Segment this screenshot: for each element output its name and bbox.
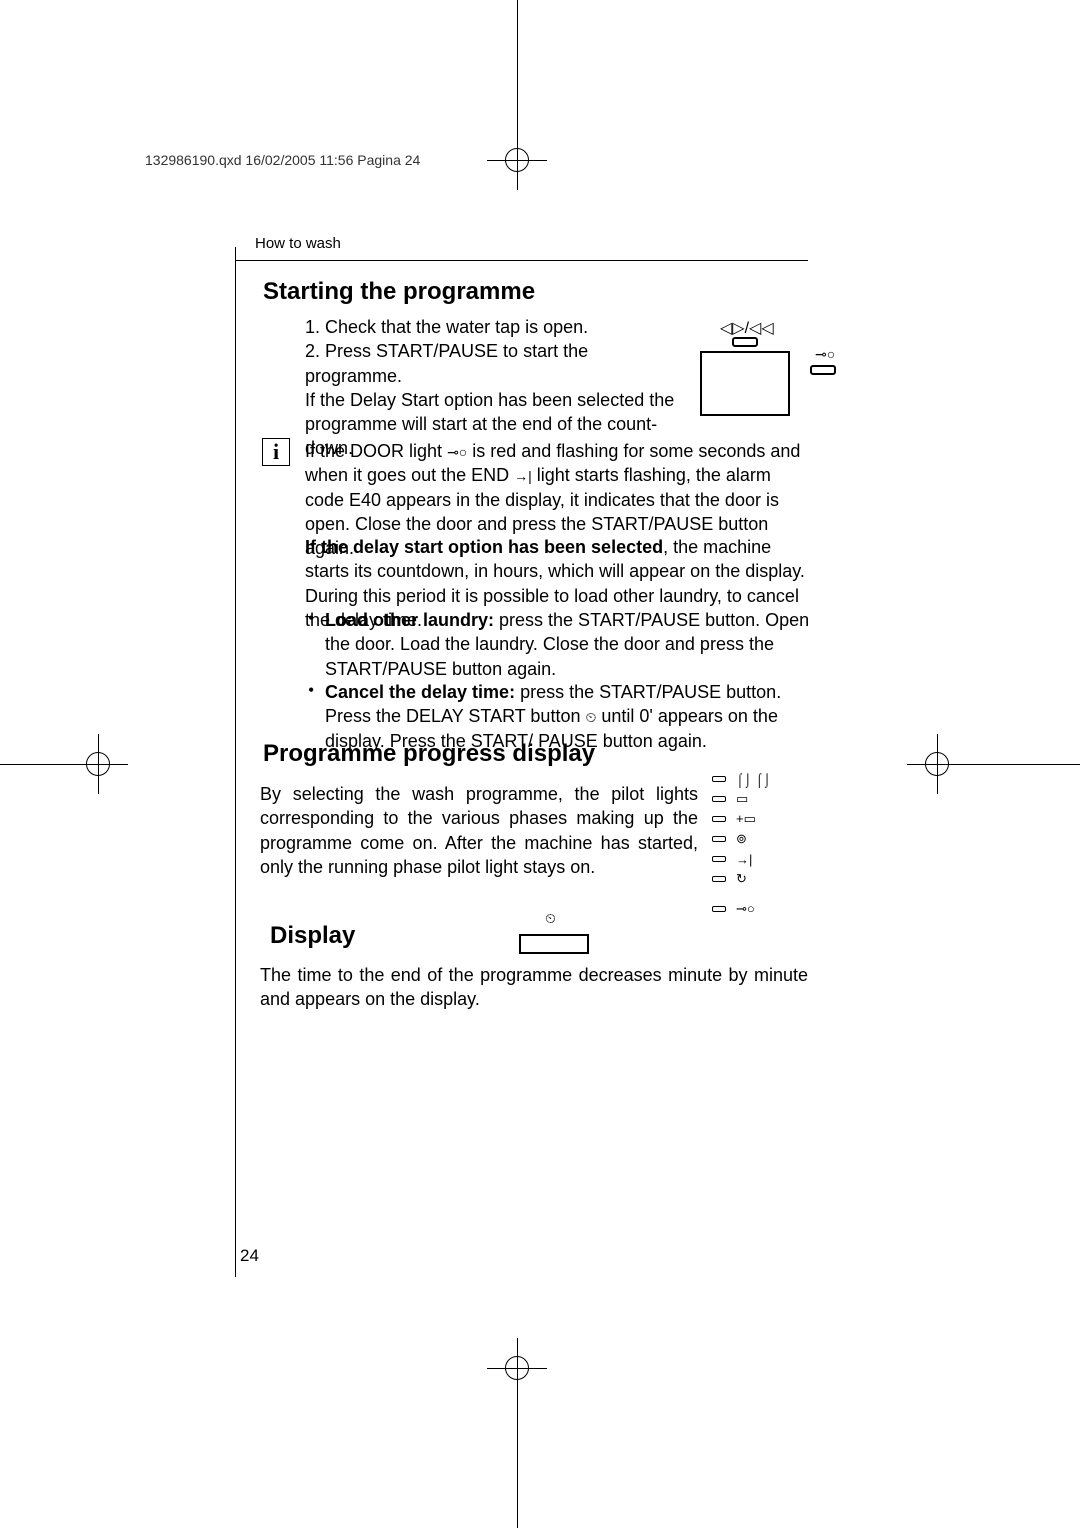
door-symbol: ⊸○ [815, 347, 835, 364]
bullet-marker: • [308, 680, 314, 701]
progress-light-row: +▭ [712, 810, 807, 828]
figure-display-panel: ⏲ [519, 910, 609, 955]
end-icon: →| [514, 467, 532, 486]
crop-mark [517, 1378, 518, 1528]
heading-progress: Programme progress display [263, 740, 595, 768]
doc-header-info: 132986190.qxd 16/02/2005 11:56 Pagina 24 [145, 152, 420, 168]
bullet-load-laundry: Load other laundry: press the START/PAUS… [325, 608, 810, 681]
door-icon: ⊸○ [447, 443, 467, 462]
progress-light-row: ⌠⌡ ⌠⌡ [712, 770, 807, 788]
step-1: 1. Check that the water tap is open. [305, 317, 588, 337]
start-pause-symbol: ◁▷/◁◁ [720, 318, 774, 338]
content-border [235, 247, 236, 1277]
content-border [235, 260, 808, 261]
door-button-graphic [810, 365, 836, 375]
bullet-marker: • [308, 608, 314, 629]
display-rect [519, 934, 589, 954]
registration-mark [68, 734, 128, 794]
progress-light-row: ⊸○ [712, 900, 807, 918]
crop-mark [517, 0, 518, 150]
progress-light-row: ↻ [712, 870, 807, 888]
registration-mark [487, 1338, 547, 1398]
step-2: 2. Press START/PAUSE to start the progra… [305, 341, 588, 385]
figure-progress-lights: ⌠⌡ ⌠⌡ ▭ +▭ ⊚ →| ↻ ⊸○ [712, 770, 807, 915]
clock-symbol: ⏲ [545, 912, 556, 928]
display-panel-graphic [700, 351, 790, 416]
para-progress: By selecting the wash programme, the pil… [260, 782, 698, 879]
page-number: 24 [240, 1246, 259, 1266]
info-icon: i [262, 438, 290, 466]
progress-light-row: →| [712, 850, 807, 868]
heading-display: Display [270, 922, 355, 950]
clock-icon: ⏲ [585, 708, 596, 727]
progress-light-row: ⊚ [712, 830, 807, 848]
registration-mark [907, 734, 967, 794]
figure-start-pause-panel: ◁▷/◁◁ ⊸○ [700, 313, 850, 423]
para-display: The time to the end of the programme dec… [260, 963, 808, 1012]
section-label: How to wash [255, 235, 341, 252]
progress-light-row: ▭ [712, 790, 807, 808]
start-pause-button-graphic [732, 337, 758, 347]
registration-mark [487, 130, 547, 190]
heading-starting: Starting the programme [263, 278, 535, 306]
